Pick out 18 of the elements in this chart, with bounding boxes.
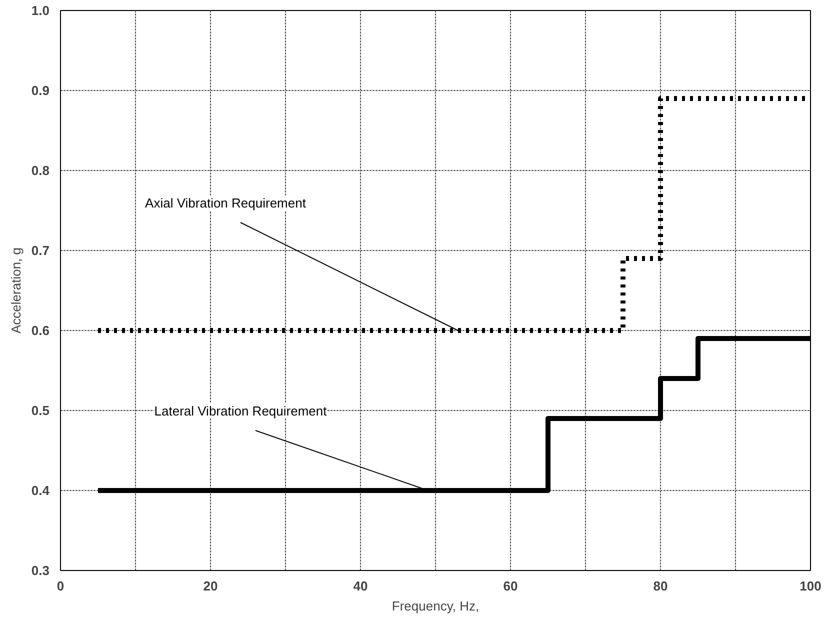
x-tick-label: 100 xyxy=(800,578,822,594)
y-tick-label: 0.7 xyxy=(31,243,50,258)
y-axis-title: Acceleration, g xyxy=(8,247,24,334)
x-tick-label: 60 xyxy=(503,578,518,594)
y-tick-label: 0.5 xyxy=(31,403,50,418)
annotation: Lateral Vibration Requirement xyxy=(154,404,328,418)
y-tick-label: 0.3 xyxy=(31,563,50,578)
x-tick-label: 80 xyxy=(653,578,668,594)
x-tick-label: 40 xyxy=(353,578,368,594)
x-tick-label: 20 xyxy=(203,578,218,594)
y-tick-label: 1.0 xyxy=(31,3,50,18)
y-tick-label: 0.6 xyxy=(31,323,50,338)
y-tick-label: 0.8 xyxy=(31,163,50,178)
x-axis-title: Frequency, Hz, xyxy=(392,598,480,614)
y-tick-label: 0.4 xyxy=(31,483,50,498)
y-tick-label: 0.9 xyxy=(31,83,50,98)
x-tick-label: 0 xyxy=(56,578,64,594)
annotation: Axial Vibration Requirement xyxy=(145,196,306,210)
